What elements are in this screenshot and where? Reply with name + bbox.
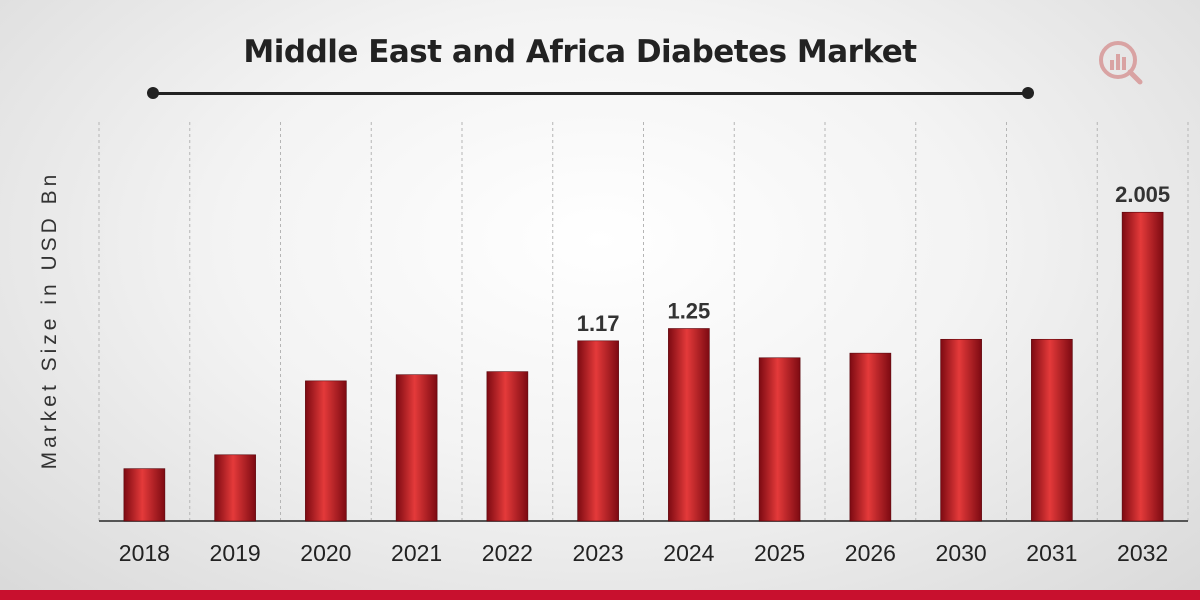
bar-2031 xyxy=(1031,338,1073,522)
x-tick-label: 2024 xyxy=(663,540,714,566)
x-tick-label: 2023 xyxy=(573,540,624,566)
bar-2018 xyxy=(123,468,166,522)
x-tick-label: 2020 xyxy=(300,540,351,566)
bar-2020 xyxy=(305,380,347,522)
bar-2032 xyxy=(1121,211,1164,522)
title-underline xyxy=(152,92,1028,95)
x-tick-label: 2030 xyxy=(936,540,987,566)
x-tick-label: 2018 xyxy=(119,540,170,566)
x-tick-label: 2022 xyxy=(482,540,533,566)
bar-2021 xyxy=(395,374,438,522)
x-tick-label: 2031 xyxy=(1026,540,1077,566)
bar-2026 xyxy=(849,352,892,522)
bar-2025 xyxy=(758,357,801,522)
bar-2030 xyxy=(940,338,982,522)
x-tick-label: 2021 xyxy=(391,540,442,566)
bar-2024 xyxy=(668,328,710,522)
bar-chart-magnifier-icon xyxy=(1099,41,1143,85)
bar-2022 xyxy=(486,371,529,522)
underline-dot-right xyxy=(1022,87,1034,99)
x-tick-label: 2019 xyxy=(210,540,261,566)
x-tick-label: 2032 xyxy=(1117,540,1168,566)
bar-2019 xyxy=(214,454,256,522)
data-label: 2.005 xyxy=(1115,182,1170,207)
x-tick-label: 2026 xyxy=(845,540,896,566)
footer-bar xyxy=(0,590,1200,600)
underline-dot-left xyxy=(147,87,159,99)
data-label: 1.25 xyxy=(667,299,710,324)
x-tick-label: 2025 xyxy=(754,540,805,566)
data-label: 1.17 xyxy=(577,311,620,336)
chart-title: Middle East and Africa Diabetes Market xyxy=(243,34,917,70)
bar-2023 xyxy=(577,340,619,522)
